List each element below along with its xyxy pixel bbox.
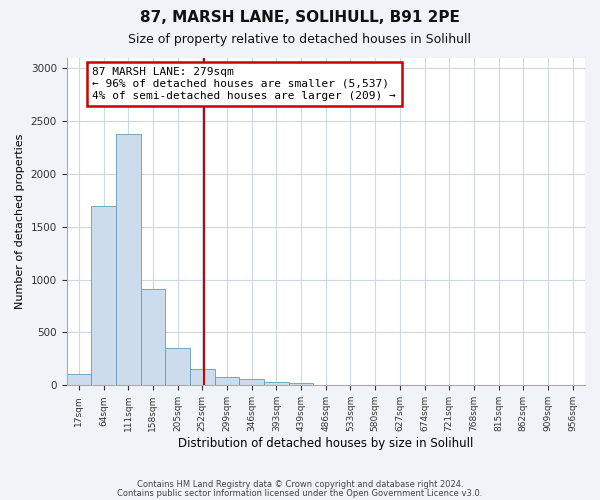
Bar	[116, 134, 140, 386]
Text: 87, MARSH LANE, SOLIHULL, B91 2PE: 87, MARSH LANE, SOLIHULL, B91 2PE	[140, 10, 460, 25]
X-axis label: Distribution of detached houses by size in Solihull: Distribution of detached houses by size …	[178, 437, 473, 450]
Text: 87 MARSH LANE: 279sqm
← 96% of detached houses are smaller (5,537)
4% of semi-de: 87 MARSH LANE: 279sqm ← 96% of detached …	[92, 68, 396, 100]
Y-axis label: Number of detached properties: Number of detached properties	[15, 134, 25, 309]
Bar	[140, 289, 165, 386]
Text: Contains public sector information licensed under the Open Government Licence v3: Contains public sector information licen…	[118, 488, 482, 498]
Bar	[67, 374, 91, 386]
Bar	[239, 379, 264, 386]
Bar	[91, 206, 116, 386]
Text: Size of property relative to detached houses in Solihull: Size of property relative to detached ho…	[128, 32, 472, 46]
Text: Contains HM Land Registry data © Crown copyright and database right 2024.: Contains HM Land Registry data © Crown c…	[137, 480, 463, 489]
Bar	[289, 383, 313, 386]
Bar	[190, 370, 215, 386]
Bar	[215, 378, 239, 386]
Bar	[165, 348, 190, 386]
Bar	[313, 385, 338, 386]
Bar	[264, 382, 289, 386]
